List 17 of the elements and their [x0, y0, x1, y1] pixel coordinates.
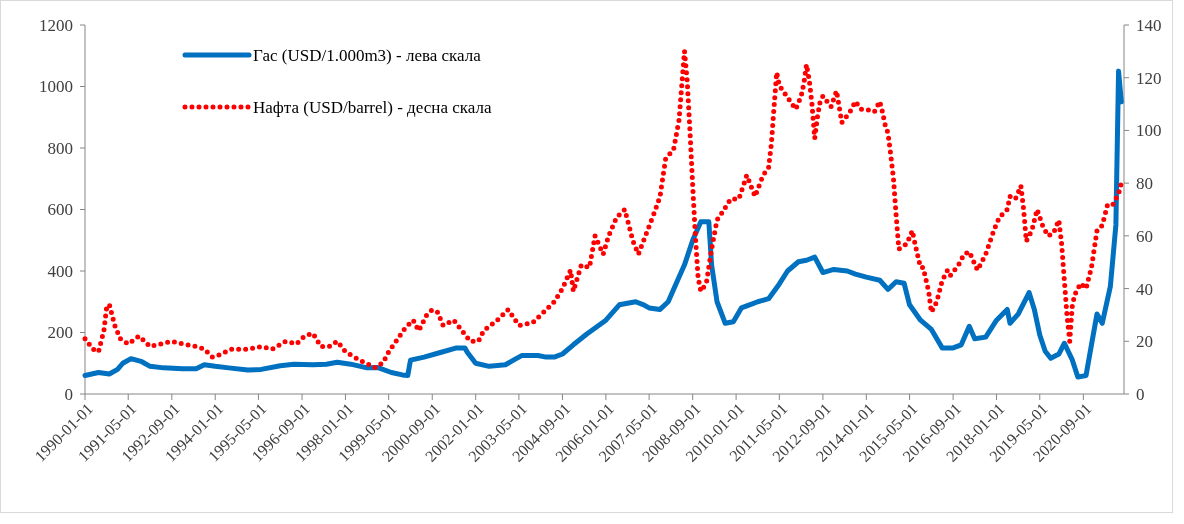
legend-label: Гас (USD/1.000m3) - лева скала — [253, 45, 482, 65]
y-tick-label: 1200 — [39, 15, 73, 35]
y-tick-label: 1000 — [39, 77, 73, 97]
y2-tick-label: 80 — [1136, 174, 1153, 194]
y2-tick-label: 60 — [1136, 226, 1153, 246]
y2-tick-label: 0 — [1136, 384, 1145, 404]
y2-tick-label: 120 — [1136, 68, 1162, 88]
y-tick-label: 400 — [47, 261, 73, 281]
legend-label: Нафта (USD/barrel) - десна скала — [253, 97, 492, 117]
y2-tick-label: 100 — [1136, 121, 1162, 141]
y-tick-label: 200 — [47, 323, 73, 343]
y-tick-label: 0 — [64, 384, 73, 404]
y-tick-label: 800 — [47, 138, 73, 158]
y2-tick-label: 40 — [1136, 279, 1153, 299]
y-tick-label: 600 — [47, 200, 73, 220]
y2-tick-label: 140 — [1136, 15, 1162, 35]
y2-tick-label: 20 — [1136, 332, 1153, 352]
